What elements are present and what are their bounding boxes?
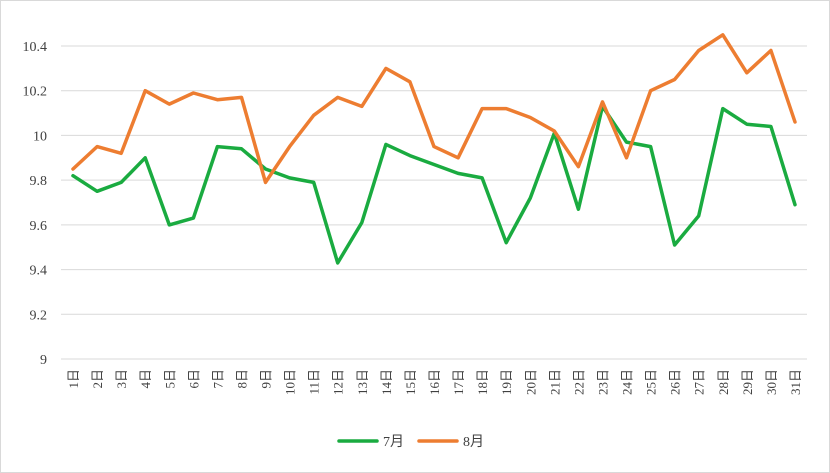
x-tick-label: 26日 [668, 369, 683, 395]
y-tick-label: 9.8 [30, 174, 48, 189]
x-tick-label: 28日 [716, 369, 731, 395]
gridlines [61, 45, 807, 360]
x-tick-label: 6日 [186, 369, 201, 389]
series-lines [71, 33, 797, 265]
x-tick-label: 18日 [475, 369, 490, 395]
x-tick-label: 15日 [403, 369, 418, 395]
y-tick-label: 10 [33, 129, 47, 144]
x-tick-label: 31日 [788, 369, 803, 395]
x-tick-label: 25日 [644, 369, 659, 395]
legend-label-0: 7月 [383, 434, 404, 450]
series-line-1 [71, 33, 797, 185]
x-tick-label: 16日 [427, 369, 442, 395]
x-tick-label: 8日 [234, 369, 249, 389]
y-axis-ticks: 9 9.2 9.4 9.6 9.8 10 10.2 10.4 [23, 40, 48, 368]
y-tick-label: 10.2 [23, 85, 48, 100]
x-tick-label: 10日 [283, 369, 298, 395]
x-tick-label: 19日 [499, 369, 514, 395]
x-tick-label: 2日 [90, 369, 105, 389]
x-tick-label: 21日 [547, 369, 562, 395]
x-tick-label: 23日 [595, 369, 610, 395]
x-axis-ticks: 1日 2日 3日 4日 5日 6日 7日 8日 9日 10日 11日 12日 13日 14日 15日 16日 1… [66, 369, 803, 395]
x-tick-label: 13日 [355, 369, 370, 395]
x-tick-label: 12日 [331, 369, 346, 395]
x-tick-label: 30日 [764, 369, 779, 395]
legend: 7月 8月 [337, 434, 484, 450]
x-tick-label: 9日 [259, 369, 274, 389]
x-tick-label: 7日 [210, 369, 225, 389]
x-tick-label: 27日 [692, 369, 707, 395]
y-tick-label: 9.4 [30, 264, 48, 279]
x-tick-label: 5日 [162, 369, 177, 389]
x-tick-label: 24日 [620, 369, 635, 395]
x-tick-label: 11日 [307, 369, 322, 395]
x-tick-label: 29日 [740, 369, 755, 395]
legend-label-1: 8月 [463, 434, 484, 450]
x-tick-label: 17日 [451, 369, 466, 395]
x-tick-label: 20日 [523, 369, 538, 395]
series-line-0 [71, 104, 797, 265]
y-tick-label: 9.2 [30, 308, 48, 323]
x-tick-label: 14日 [379, 369, 394, 395]
y-tick-label: 9.6 [30, 219, 48, 234]
x-tick-label: 4日 [138, 369, 153, 389]
y-tick-label: 9 [40, 353, 47, 368]
x-tick-label: 1日 [66, 369, 81, 389]
x-tick-label: 22日 [571, 369, 586, 395]
x-tick-label: 3日 [114, 369, 129, 389]
y-tick-label: 10.4 [23, 40, 48, 55]
